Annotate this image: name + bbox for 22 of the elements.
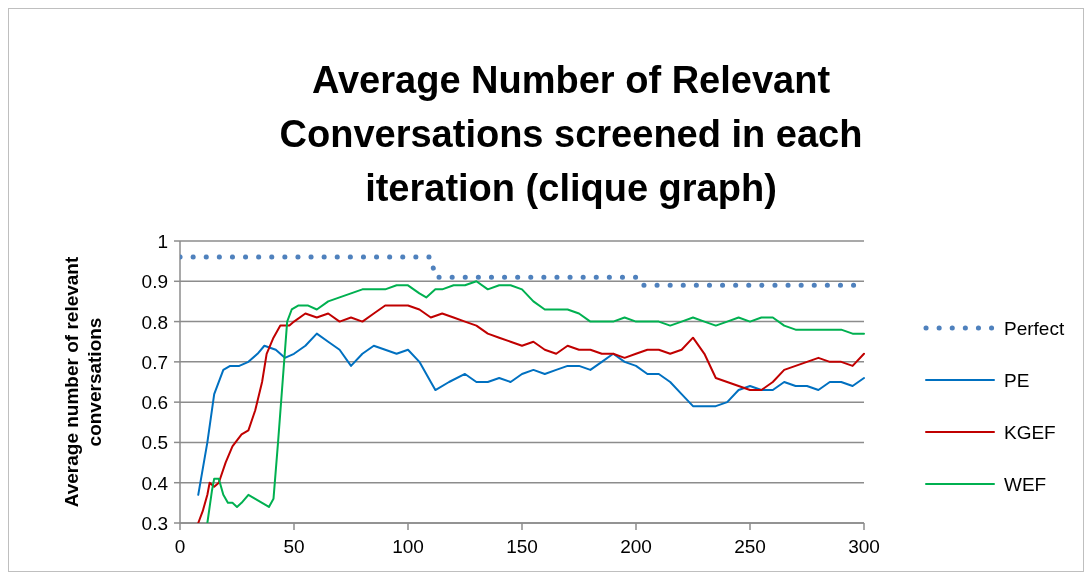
line-series [197,332,865,496]
chart-title: Average Number of Relevant Conversations screened in each iteration (clique graph) [279,59,863,209]
y-tick-label: 1 [157,231,168,252]
x-tick-label: 100 [392,536,424,557]
x-tick-label: 50 [283,536,305,557]
x-tick-label: 200 [620,536,652,557]
x-tick-label: 0 [174,536,186,557]
y-tick-label: 0.3 [141,513,168,534]
legend-label: WEF [1004,474,1047,495]
x-tick-label: 250 [734,536,766,557]
x-tick-label: 300 [848,536,880,557]
y-tick-label: 0.4 [141,472,169,494]
x-tick-label: 150 [506,536,538,557]
legend-label: KGEF [1004,422,1056,443]
legend-label: PE [1004,370,1030,391]
y-tick-label: 0.9 [141,271,168,293]
y-axis-title: Average number of relevant conversations [61,256,105,508]
y-tick-label: 0.8 [141,311,168,333]
y-tick-label: 0.5 [141,432,168,454]
y-tick-label: 0.6 [141,392,168,414]
y-tick-label: 0.7 [141,351,168,373]
legend-label: Perfect [1004,318,1065,339]
